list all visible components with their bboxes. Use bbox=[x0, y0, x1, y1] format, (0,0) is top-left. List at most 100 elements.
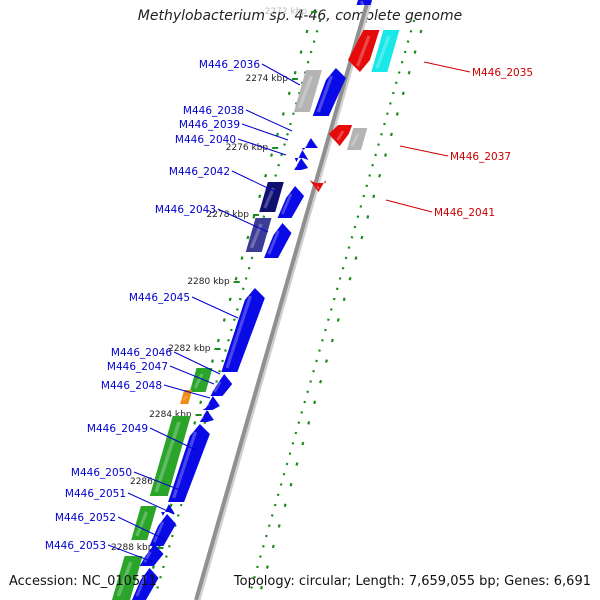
cds-M446_2042-shine bbox=[281, 193, 293, 215]
cds-M446_2035 bbox=[347, 30, 380, 72]
outer-minor-tick bbox=[265, 565, 269, 569]
cyan-M446_2035-shine bbox=[375, 35, 391, 69]
outer-tick-mark bbox=[332, 297, 336, 301]
inner-tick-mark bbox=[280, 153, 283, 157]
cds-M446_2037-shine bbox=[336, 130, 345, 141]
backbone-shadow bbox=[197, 0, 373, 600]
rna-M446_2049-shine bbox=[154, 421, 181, 493]
outer-tick-mark bbox=[256, 565, 259, 569]
outer-tick-mark bbox=[371, 163, 374, 167]
ruler-tick-label: 2278 kbp bbox=[207, 210, 250, 220]
cds-M446_2051 bbox=[149, 514, 177, 546]
outer-tick-mark bbox=[353, 225, 357, 229]
outer-tick-mark bbox=[315, 359, 318, 363]
inner-tick-mark bbox=[315, 29, 319, 33]
outer-tick-mark bbox=[406, 40, 410, 43]
inner-tick-mark bbox=[162, 565, 165, 569]
ruler-minor-tick bbox=[228, 297, 232, 302]
inner-tick-mark bbox=[309, 50, 313, 54]
outer-minor-tick bbox=[366, 215, 370, 219]
ruler-tick-label: 2288 kbp bbox=[111, 543, 154, 553]
outer-tick-mark bbox=[409, 29, 413, 33]
outer-tick-mark bbox=[297, 421, 301, 425]
outer-tick-mark bbox=[338, 277, 342, 280]
inner-tick-mark bbox=[277, 163, 280, 167]
cds-M446_2051-shine bbox=[153, 521, 165, 543]
gene-label-M446_2039: M446_2039 bbox=[179, 119, 240, 131]
cds-M446_2037 bbox=[328, 125, 353, 146]
ruler-tick-label: 2282 kbp bbox=[168, 344, 211, 354]
cds-M446_2047-shine bbox=[205, 403, 210, 407]
label-leader-line bbox=[133, 471, 181, 491]
cds-M446_2038-shine bbox=[304, 143, 309, 147]
orange-M446_2047-shine bbox=[182, 395, 188, 401]
outer-minor-tick bbox=[330, 338, 334, 343]
gene-label-M446_2042: M446_2042 bbox=[169, 166, 230, 178]
inner-tick-mark bbox=[238, 297, 242, 301]
outer-tick-mark bbox=[273, 503, 277, 507]
inner-tick-mark bbox=[159, 575, 162, 579]
outer-minor-tick bbox=[289, 482, 293, 487]
inner-tick-mark bbox=[232, 318, 236, 322]
cds-M446_2053 bbox=[131, 568, 159, 600]
outer-minor-tick bbox=[384, 153, 388, 157]
cds-M446_2050 bbox=[161, 504, 175, 516]
ruler-tick-label: 2274 kbp bbox=[246, 74, 289, 84]
outer-tick-mark bbox=[267, 524, 271, 528]
cds-M446_2041 bbox=[309, 180, 326, 192]
outer-minor-tick bbox=[301, 441, 305, 446]
outer-tick-mark bbox=[347, 246, 351, 249]
inner-tick-mark bbox=[274, 174, 278, 177]
outer-minor-tick bbox=[342, 297, 346, 302]
outer-tick-mark bbox=[377, 143, 380, 146]
outer-tick-mark bbox=[403, 50, 407, 54]
inner-tick-mark bbox=[203, 421, 207, 425]
slate-M446_2043 bbox=[245, 218, 272, 252]
label-leader-line bbox=[191, 296, 239, 319]
inner-tick-mark bbox=[283, 143, 286, 146]
outer-minor-tick bbox=[295, 462, 299, 466]
outer-minor-tick bbox=[283, 503, 287, 508]
label-leader-line bbox=[169, 365, 215, 385]
gene-label-M446_2043: M446_2043 bbox=[155, 204, 216, 216]
inner-tick-mark bbox=[179, 503, 183, 507]
outer-tick-mark bbox=[264, 534, 268, 538]
outer-tick-mark bbox=[270, 514, 274, 517]
label-leader-line bbox=[107, 544, 157, 564]
outer-minor-tick bbox=[271, 544, 275, 549]
ruler-tick-label: 2272 kbp bbox=[265, 7, 308, 17]
outer-tick-mark bbox=[303, 400, 307, 404]
gene-label-M446_2040: M446_2040 bbox=[175, 134, 236, 146]
cds-M446_2040 bbox=[291, 158, 309, 170]
outer-tick-mark bbox=[391, 91, 395, 95]
inner-tick-mark bbox=[230, 328, 233, 332]
backbone-line bbox=[194, 0, 370, 600]
label-leader-line bbox=[423, 61, 471, 73]
grey-M446_2036 bbox=[293, 70, 322, 112]
rna-M446_2053-shine bbox=[116, 561, 133, 597]
cds-M446_2039-shine bbox=[296, 153, 300, 159]
outer-tick-mark bbox=[318, 349, 321, 352]
cds-M446_2045-shine bbox=[225, 295, 252, 369]
inner-tick-mark bbox=[168, 544, 171, 548]
inner-tick-mark bbox=[306, 60, 310, 64]
outer-tick-mark bbox=[312, 369, 315, 373]
outer-tick-mark bbox=[386, 112, 389, 116]
cds-M446_2052-shine bbox=[143, 551, 152, 563]
navy-M446_2042-shine bbox=[263, 187, 275, 209]
inner-tick-mark bbox=[215, 380, 218, 383]
outer-tick-mark bbox=[259, 555, 262, 558]
outer-tick-mark bbox=[326, 318, 330, 322]
outer-minor-tick bbox=[395, 112, 399, 116]
ruler-minor-tick bbox=[270, 153, 274, 157]
outer-minor-tick bbox=[260, 585, 263, 590]
outer-tick-mark bbox=[412, 19, 416, 23]
outer-tick-mark bbox=[362, 194, 366, 198]
cds-top-partial-shine bbox=[360, 0, 365, 7]
outer-minor-tick bbox=[319, 379, 323, 384]
ruler-minor-tick bbox=[222, 318, 226, 322]
cds-M446_2052 bbox=[139, 544, 164, 566]
inner-tick-mark bbox=[318, 19, 322, 23]
outer-minor-tick bbox=[413, 50, 417, 54]
outer-tick-mark bbox=[300, 411, 304, 414]
